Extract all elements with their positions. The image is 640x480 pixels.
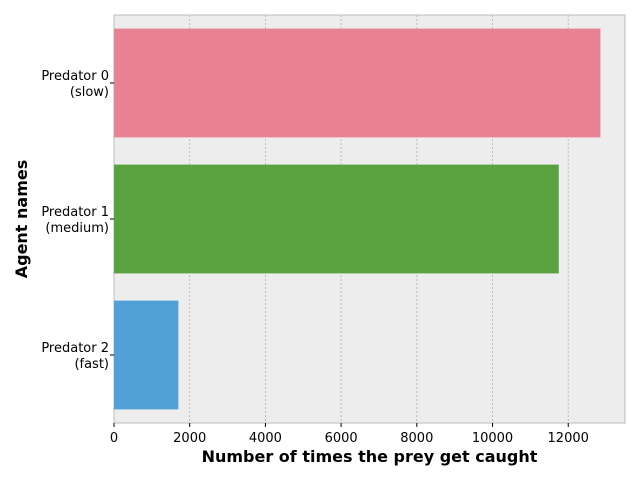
bar [114, 300, 179, 410]
x-tick-label: 8000 [400, 431, 433, 446]
y-tick-label: Predator 2 (fast) [41, 341, 109, 372]
y-axis-label: Agent names [12, 160, 31, 279]
x-axis-label: Number of times the prey get caught [202, 447, 538, 466]
y-axis-ticks: Predator 0 (slow) Predator 1 (medium) Predat… [41, 69, 114, 372]
x-tick-label: 2000 [173, 431, 206, 446]
bars [114, 28, 601, 410]
y-tick-label: Predator 0 (slow) [41, 69, 109, 100]
x-tick-label: 6000 [325, 431, 358, 446]
x-tick-label: 10000 [472, 431, 513, 446]
x-tick-label: 0 [110, 431, 118, 446]
x-tick-label: 4000 [249, 431, 282, 446]
bar [114, 164, 559, 274]
bar [114, 28, 601, 138]
y-tick-label: Predator 1 (medium) [41, 205, 109, 236]
x-tick-label: 12000 [548, 431, 589, 446]
x-axis-ticks: 0 2000 4000 6000 8000 10000 12000 [110, 423, 589, 446]
